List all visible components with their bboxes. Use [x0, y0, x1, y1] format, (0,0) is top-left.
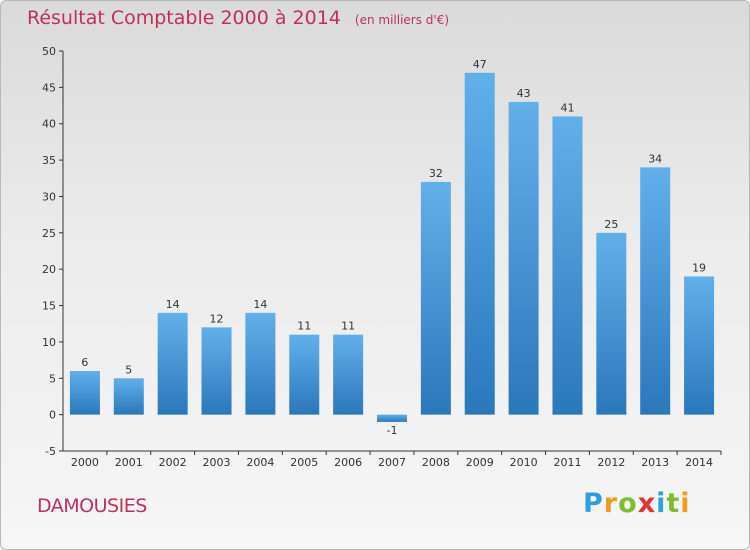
brand-letter: x — [637, 488, 657, 519]
chart-title: Résultat Comptable 2000 à 2014 — [27, 7, 341, 29]
bar — [684, 276, 715, 415]
x-tick-label: 2014 — [685, 456, 713, 469]
data-labels: 6 5 14 12 14 11 11 -1 32 47 43 41 25 34 19 — [81, 58, 706, 437]
data-label: 19 — [692, 261, 706, 274]
x-tick-label: 2001 — [115, 456, 143, 469]
chart-subtitle: (en milliers d'€) — [354, 13, 450, 27]
data-label: 14 — [253, 298, 267, 311]
y-tick-label: 20 — [42, 263, 56, 276]
bar — [377, 414, 407, 422]
brand-logo: Proxiti — [583, 488, 691, 519]
x-tick-label: 2004 — [246, 456, 274, 469]
x-tick-label: 2012 — [597, 456, 625, 469]
brand-letter: t — [666, 488, 681, 519]
y-tick-label: 0 — [49, 409, 56, 422]
x-tick-label: 2008 — [422, 456, 450, 469]
y-tick-label: 30 — [42, 190, 56, 203]
x-tick-label: 2002 — [159, 456, 187, 469]
bar — [69, 371, 100, 415]
bar — [508, 101, 539, 415]
data-label: -1 — [387, 424, 398, 437]
x-tick-label: 2009 — [466, 456, 494, 469]
data-label: 25 — [604, 218, 618, 231]
data-label: 11 — [297, 320, 311, 333]
x-tick-label: 2003 — [203, 456, 231, 469]
y-tick-label: 5 — [49, 372, 56, 385]
y-tick-label: 45 — [42, 81, 56, 94]
data-label: 6 — [81, 356, 88, 369]
data-label: 47 — [473, 58, 487, 71]
y-tick-label: 40 — [42, 118, 56, 131]
brand-letter: i — [680, 488, 691, 519]
brand-letter: r — [603, 488, 619, 519]
y-tick-label: 15 — [42, 300, 56, 313]
x-tick-label: 2010 — [510, 456, 538, 469]
data-label: 41 — [560, 101, 574, 114]
y-tick-label: 50 — [42, 45, 56, 58]
y-tick-label: 25 — [42, 227, 56, 240]
data-label: 34 — [648, 152, 662, 165]
location-label: DAMOUSIES — [37, 495, 147, 517]
x-tick-label: 2000 — [71, 456, 99, 469]
x-tick-label: 2006 — [334, 456, 362, 469]
bar — [552, 116, 583, 415]
bar — [113, 378, 144, 415]
bars — [69, 72, 715, 422]
y-tick-label: 10 — [42, 336, 56, 349]
axes: -5 0 5 10 15 20 25 30 35 40 45 50 2000 2001 2002 2003 20… — [42, 45, 722, 469]
bar — [420, 181, 451, 415]
brand-letter: i — [656, 488, 667, 519]
data-label: 11 — [341, 320, 355, 333]
brand-letter: o — [618, 488, 638, 519]
bar — [157, 312, 188, 415]
x-tick-label: 2005 — [290, 456, 318, 469]
bar — [640, 167, 671, 415]
brand-letter: P — [583, 488, 604, 519]
y-tick-label: 35 — [42, 154, 56, 167]
data-label: 5 — [125, 363, 132, 376]
y-tick-label: -5 — [45, 445, 56, 458]
x-tick-label: 2007 — [378, 456, 406, 469]
bar — [333, 334, 364, 415]
x-tick-label: 2013 — [641, 456, 669, 469]
title-block: Résultat Comptable 2000 à 2014 (en milli… — [27, 7, 449, 29]
data-label: 12 — [210, 312, 224, 325]
bar — [596, 232, 627, 415]
bar — [245, 312, 276, 415]
data-label: 43 — [517, 87, 531, 100]
bar — [201, 327, 232, 415]
x-tick-label: 2011 — [553, 456, 581, 469]
data-label: 14 — [166, 298, 180, 311]
bar — [289, 334, 320, 415]
bar — [464, 72, 495, 415]
data-label: 32 — [429, 167, 443, 180]
